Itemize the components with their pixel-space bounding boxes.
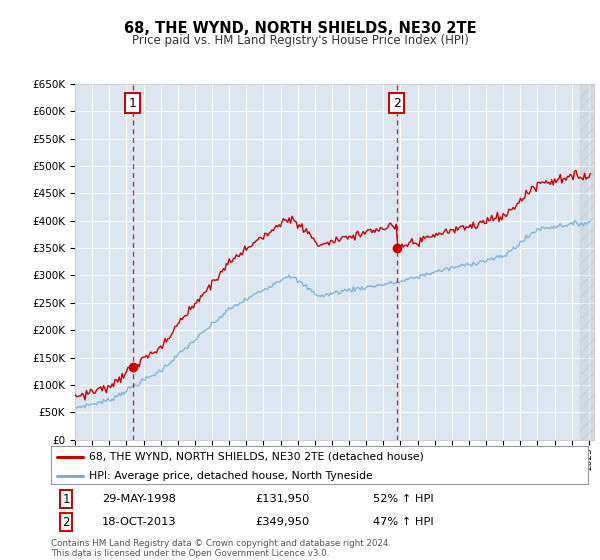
Bar <box>580 84 594 440</box>
Text: 68, THE WYND, NORTH SHIELDS, NE30 2TE (detached house): 68, THE WYND, NORTH SHIELDS, NE30 2TE (d… <box>89 451 424 461</box>
Text: Price paid vs. HM Land Registry's House Price Index (HPI): Price paid vs. HM Land Registry's House … <box>131 34 469 46</box>
Text: HPI: Average price, detached house, North Tyneside: HPI: Average price, detached house, Nort… <box>89 471 373 481</box>
Text: 29-MAY-1998: 29-MAY-1998 <box>102 494 176 504</box>
Text: 2: 2 <box>62 516 70 529</box>
Text: Contains HM Land Registry data © Crown copyright and database right 2024.
This d: Contains HM Land Registry data © Crown c… <box>51 539 391 558</box>
Text: £131,950: £131,950 <box>255 494 310 504</box>
Text: 47% ↑ HPI: 47% ↑ HPI <box>373 517 434 527</box>
Text: 1: 1 <box>129 97 137 110</box>
Text: 2: 2 <box>393 97 401 110</box>
Text: 52% ↑ HPI: 52% ↑ HPI <box>373 494 434 504</box>
Text: 1: 1 <box>62 493 70 506</box>
Text: £349,950: £349,950 <box>255 517 310 527</box>
Text: 68, THE WYND, NORTH SHIELDS, NE30 2TE: 68, THE WYND, NORTH SHIELDS, NE30 2TE <box>124 21 476 36</box>
Text: 18-OCT-2013: 18-OCT-2013 <box>102 517 176 527</box>
